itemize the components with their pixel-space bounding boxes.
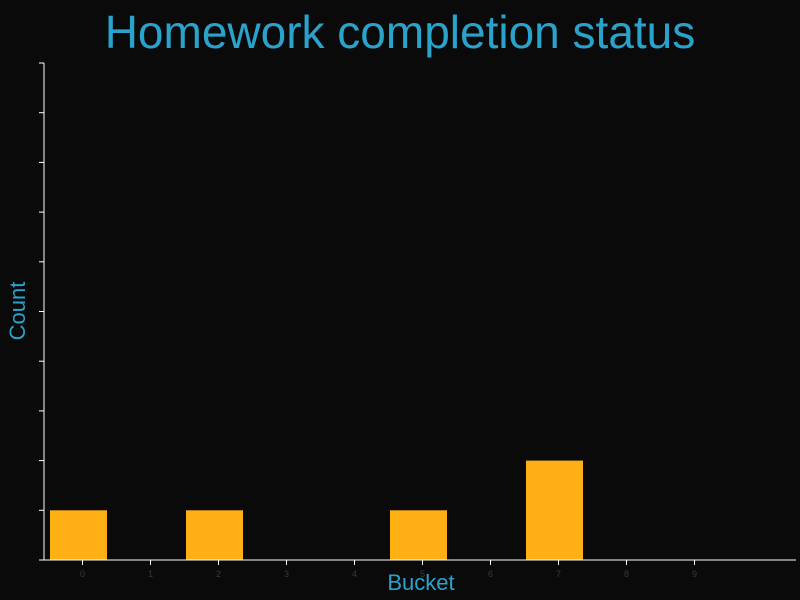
bar-2 — [186, 510, 243, 560]
x-tick-label: 4 — [352, 569, 357, 579]
x-tick-label: 7 — [556, 569, 561, 579]
x-axis-label: Bucket — [387, 570, 454, 595]
y-ticks-group — [39, 62, 44, 561]
x-tick-label: 6 — [488, 569, 493, 579]
chart-title: Homework completion status — [104, 6, 696, 58]
x-tick-label: 5 — [420, 569, 425, 579]
y-axis-label: Count — [5, 282, 30, 341]
bar-0 — [50, 510, 107, 560]
bar-7 — [526, 460, 583, 560]
x-tick-label: 1 — [148, 569, 153, 579]
bars-group — [50, 460, 583, 560]
x-ticks-group: 0 1 2 3 4 5 6 7 8 9 — [80, 560, 697, 579]
x-tick-label: 0 — [80, 569, 85, 579]
x-tick-label: 3 — [284, 569, 289, 579]
x-tick-label: 2 — [216, 569, 221, 579]
x-tick-label: 9 — [692, 569, 697, 579]
x-tick-label: 8 — [624, 569, 629, 579]
bar-5 — [390, 510, 447, 560]
